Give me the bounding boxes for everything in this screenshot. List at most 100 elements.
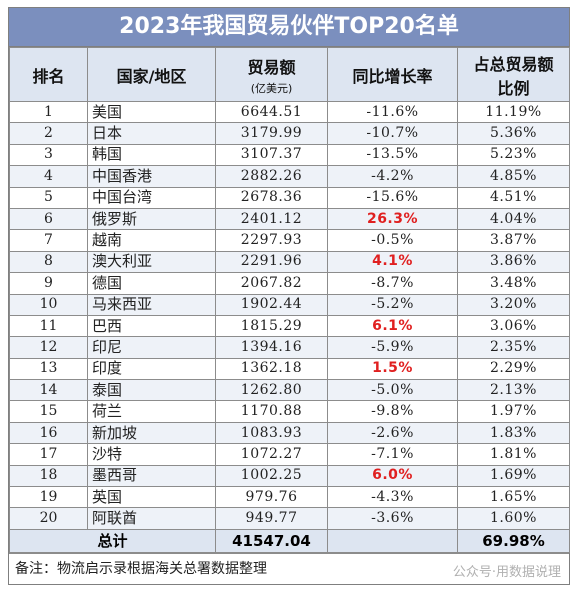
region-cell: 印尼 — [87, 336, 216, 359]
yoy-cell: 4.1% — [327, 250, 458, 274]
trade-partners-table: 排名 国家/地区 贸易额 (亿美元) 同比增长率 占总贸易额 比例 1 美国 664… — [9, 47, 570, 553]
rank-cell: 2 — [9, 122, 88, 145]
header-share: 占总贸易额 比例 — [457, 47, 570, 102]
table-row: 6 俄罗斯 2401.12 26.3% 4.04% — [9, 207, 570, 231]
total-row: 总计 41547.04 69.98% — [9, 528, 570, 553]
share-cell: 5.23% — [457, 143, 570, 167]
rank-cell: 5 — [9, 186, 88, 209]
table-row: 12 印尼 1394.16 -5.9% 2.35% — [9, 336, 570, 359]
amount-cell: 6644.51 — [215, 100, 328, 124]
trade-table-card: 2023年我国贸易伙伴TOP20名单 排名 国家/地区 贸易额 (亿美元) 同比… — [8, 7, 570, 585]
rank-cell: 16 — [9, 421, 88, 445]
header-share-line2: 比例 — [497, 78, 530, 98]
rank-cell: 7 — [9, 229, 88, 252]
yoy-cell: -9.8% — [327, 400, 458, 423]
region-cell: 巴西 — [87, 314, 216, 338]
table-row: 20 阿联酋 949.77 -3.6% 1.60% — [9, 507, 570, 530]
amount-cell: 1002.25 — [215, 464, 328, 488]
yoy-cell: -2.6% — [327, 421, 458, 445]
yoy-cell: -5.2% — [327, 293, 458, 316]
amount-cell: 1815.29 — [215, 314, 328, 338]
table-row: 18 墨西哥 1002.25 6.0% 1.69% — [9, 464, 570, 488]
footnote-text: 备注：物流启示录根据海关总署数据整理 — [15, 560, 267, 577]
table-title: 2023年我国贸易伙伴TOP20名单 — [9, 8, 569, 47]
total-label: 总计 — [9, 528, 216, 553]
amount-cell: 949.77 — [215, 507, 328, 530]
share-cell: 1.97% — [457, 400, 570, 423]
rank-cell: 10 — [9, 293, 88, 316]
rank-cell: 18 — [9, 464, 88, 488]
yoy-cell: -0.5% — [327, 229, 458, 252]
share-cell: 1.60% — [457, 507, 570, 530]
rank-cell: 19 — [9, 486, 88, 509]
share-cell: 1.81% — [457, 443, 570, 466]
rank-cell: 11 — [9, 314, 88, 338]
table-body: 1 美国 6644.51 -11.6% 11.19% 2 日本 3179.99 -10.7% 5.… — [9, 100, 570, 530]
table-row: 10 马来西亚 1902.44 -5.2% 3.20% — [9, 293, 570, 316]
amount-cell: 1083.93 — [215, 421, 328, 445]
share-cell: 5.36% — [457, 122, 570, 145]
amount-cell: 2401.12 — [215, 207, 328, 231]
region-cell: 墨西哥 — [87, 464, 216, 488]
rank-cell: 13 — [9, 357, 88, 381]
region-cell: 荷兰 — [87, 400, 216, 423]
yoy-cell: -15.6% — [327, 186, 458, 209]
region-cell: 澳大利亚 — [87, 250, 216, 274]
amount-cell: 2067.82 — [215, 272, 328, 295]
region-cell: 日本 — [87, 122, 216, 145]
yoy-cell: -3.6% — [327, 507, 458, 530]
table-row: 15 荷兰 1170.88 -9.8% 1.97% — [9, 400, 570, 423]
rank-cell: 12 — [9, 336, 88, 359]
amount-cell: 1394.16 — [215, 336, 328, 359]
amount-cell: 3179.99 — [215, 122, 328, 145]
region-cell: 泰国 — [87, 379, 216, 402]
amount-cell: 1902.44 — [215, 293, 328, 316]
header-amount: 贸易额 (亿美元) — [215, 47, 328, 102]
yoy-cell: -10.7% — [327, 122, 458, 145]
share-cell: 4.51% — [457, 186, 570, 209]
share-cell: 1.83% — [457, 421, 570, 445]
share-cell: 2.29% — [457, 357, 570, 381]
region-cell: 美国 — [87, 100, 216, 124]
yoy-cell: -5.0% — [327, 379, 458, 402]
header-rank: 排名 — [9, 47, 88, 102]
region-cell: 越南 — [87, 229, 216, 252]
share-cell: 11.19% — [457, 100, 570, 124]
amount-cell: 1262.80 — [215, 379, 328, 402]
amount-cell: 2291.96 — [215, 250, 328, 274]
yoy-cell: -4.3% — [327, 486, 458, 509]
rank-cell: 4 — [9, 165, 88, 188]
yoy-cell: -8.7% — [327, 272, 458, 295]
table-row: 17 沙特 1072.27 -7.1% 1.81% — [9, 443, 570, 466]
yoy-cell: 6.1% — [327, 314, 458, 338]
total-amount: 41547.04 — [215, 528, 328, 553]
region-cell: 沙特 — [87, 443, 216, 466]
rank-cell: 20 — [9, 507, 88, 530]
share-cell: 3.20% — [457, 293, 570, 316]
total-yoy-empty — [327, 528, 458, 553]
table-row: 1 美国 6644.51 -11.6% 11.19% — [9, 100, 570, 124]
total-share: 69.98% — [457, 528, 570, 553]
region-cell: 印度 — [87, 357, 216, 381]
region-cell: 马来西亚 — [87, 293, 216, 316]
rank-cell: 8 — [9, 250, 88, 274]
share-cell: 3.06% — [457, 314, 570, 338]
amount-cell: 3107.37 — [215, 143, 328, 167]
yoy-cell: -7.1% — [327, 443, 458, 466]
share-cell: 3.86% — [457, 250, 570, 274]
table-row: 4 中国香港 2882.26 -4.2% 4.85% — [9, 165, 570, 188]
table-row: 2 日本 3179.99 -10.7% 5.36% — [9, 122, 570, 145]
share-cell: 4.04% — [457, 207, 570, 231]
footnote: 备注：物流启示录根据海关总署数据整理 公众号·用数据说理 — [9, 552, 569, 584]
amount-cell: 1170.88 — [215, 400, 328, 423]
table-row: 11 巴西 1815.29 6.1% 3.06% — [9, 314, 570, 338]
region-cell: 中国香港 — [87, 165, 216, 188]
header-yoy: 同比增长率 — [327, 47, 458, 102]
share-cell: 1.69% — [457, 464, 570, 488]
yoy-cell: -4.2% — [327, 165, 458, 188]
table-row: 16 新加坡 1083.93 -2.6% 1.83% — [9, 421, 570, 445]
amount-cell: 2882.26 — [215, 165, 328, 188]
table-row: 13 印度 1362.18 1.5% 2.29% — [9, 357, 570, 381]
rank-cell: 3 — [9, 143, 88, 167]
share-cell: 2.35% — [457, 336, 570, 359]
